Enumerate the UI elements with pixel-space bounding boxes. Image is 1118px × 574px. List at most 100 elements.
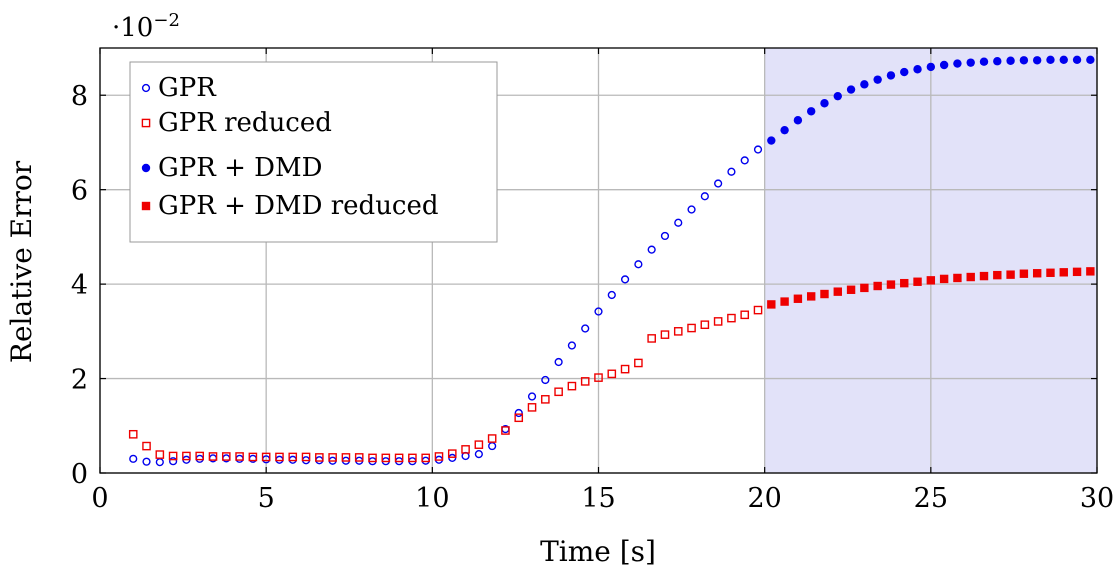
data-point [926, 62, 936, 72]
data-point [993, 57, 1002, 66]
data-point [474, 440, 484, 449]
data-point [833, 91, 842, 101]
data-point [806, 107, 816, 116]
data-point [700, 192, 709, 201]
legend-item: GPR + DMD [141, 153, 322, 183]
data-point [381, 453, 391, 463]
data-point [886, 280, 896, 289]
legend: GPR GPR reduced GPR + DMD GPR + DMD reduced [129, 61, 498, 243]
data-marks [128, 55, 1095, 467]
data-point [155, 450, 165, 459]
x-tick-label: 30 [1080, 483, 1114, 514]
legend-label: GPR + DMD [158, 153, 322, 183]
y-scale-label: ·10−2 [112, 10, 180, 43]
data-point [846, 285, 856, 294]
legend-box [129, 61, 498, 243]
data-point [1072, 267, 1082, 277]
data-point [514, 413, 524, 423]
legend-label: GPR + DMD reduced [158, 191, 439, 221]
x-tick-label: 10 [415, 483, 449, 514]
data-point [1046, 268, 1055, 277]
data-point [315, 453, 324, 462]
data-point [953, 273, 962, 283]
legend-label: GPR reduced [158, 108, 332, 138]
data-point [129, 454, 138, 463]
data-point [820, 99, 829, 108]
data-point [607, 369, 617, 379]
x-tick-label: 5 [258, 483, 275, 514]
data-point [793, 294, 803, 303]
data-point [767, 300, 776, 309]
data-point [142, 441, 151, 451]
series-3 [767, 55, 1095, 145]
data-point [780, 125, 789, 135]
data-point [979, 57, 989, 66]
data-point [182, 451, 191, 461]
data-point [1072, 55, 1082, 65]
data-point [354, 453, 364, 462]
data-point [673, 327, 683, 336]
data-point [727, 167, 736, 176]
data-point [554, 357, 563, 367]
data-point [966, 58, 975, 67]
data-point [434, 452, 444, 461]
data-point [767, 136, 776, 145]
legend-item: GPR + DMD reduced [141, 191, 439, 221]
data-point [169, 457, 178, 466]
data-point [1059, 55, 1068, 65]
legend-marker [141, 83, 151, 93]
tick-labels: 0 5 10 15 20 25 30 0 2 4 6 8 [71, 48, 1114, 514]
legend-item: GPR [141, 73, 217, 103]
data-point [541, 395, 550, 404]
data-point [846, 85, 856, 94]
y-tick-label: 4 [71, 270, 88, 301]
data-point [700, 320, 710, 330]
data-point [966, 272, 975, 282]
data-point [195, 451, 205, 461]
data-point [860, 80, 869, 89]
data-point [900, 278, 909, 288]
y-tick-label: 8 [71, 81, 88, 112]
data-point [1086, 55, 1095, 65]
data-point [926, 276, 936, 285]
data-point [594, 307, 603, 316]
x-tick-label: 20 [747, 483, 781, 514]
y-tick-label: 2 [71, 365, 88, 396]
data-point [1006, 56, 1015, 65]
data-point [567, 381, 577, 391]
data-point [235, 452, 244, 461]
data-point [780, 297, 789, 306]
data-point [1046, 55, 1055, 65]
data-point [820, 289, 829, 299]
data-point [727, 313, 736, 323]
data-point [939, 60, 949, 70]
data-point [554, 387, 563, 397]
data-point [634, 260, 643, 269]
data-point [142, 457, 151, 466]
data-point [408, 453, 417, 463]
data-point [647, 334, 656, 343]
data-point [541, 375, 550, 385]
data-point [833, 287, 842, 296]
data-point [913, 65, 922, 74]
data-point [714, 179, 723, 188]
data-point [979, 271, 989, 281]
legend-marker [141, 118, 151, 128]
data-point [900, 67, 909, 77]
data-point [713, 317, 723, 326]
data-point [1019, 56, 1029, 65]
data-point [873, 75, 882, 84]
data-point [487, 434, 497, 443]
data-point [753, 305, 763, 315]
data-point [1059, 268, 1068, 277]
data-point [1032, 269, 1042, 278]
data-point [514, 408, 523, 418]
data-point [128, 429, 138, 439]
data-point [288, 452, 298, 462]
data-point [421, 453, 430, 463]
data-point [674, 218, 683, 227]
data-point [168, 451, 178, 461]
data-point [527, 403, 537, 412]
data-point [208, 452, 218, 461]
